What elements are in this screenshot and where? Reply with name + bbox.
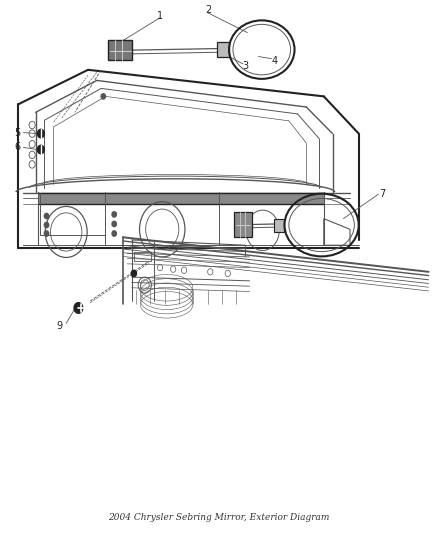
Circle shape	[44, 222, 49, 228]
Circle shape	[112, 221, 117, 227]
Text: 2: 2	[205, 5, 211, 15]
Circle shape	[37, 130, 44, 138]
Bar	[234, 212, 252, 237]
Bar	[38, 193, 324, 204]
Circle shape	[131, 270, 137, 277]
Text: 4: 4	[272, 56, 278, 66]
Circle shape	[101, 94, 106, 99]
Text: 6: 6	[14, 142, 21, 152]
Text: 7: 7	[380, 189, 386, 199]
Circle shape	[37, 146, 44, 154]
Circle shape	[112, 231, 117, 236]
Circle shape	[74, 303, 83, 313]
Text: 2004 Chrysler Sebring Mirror, Exterior Diagram: 2004 Chrysler Sebring Mirror, Exterior D…	[108, 513, 330, 522]
Circle shape	[112, 212, 117, 217]
Text: 9: 9	[57, 321, 63, 331]
Text: 5: 5	[14, 127, 21, 138]
Circle shape	[44, 231, 49, 236]
Bar	[108, 40, 132, 60]
Bar	[274, 219, 285, 232]
Circle shape	[44, 213, 49, 219]
Text: 1: 1	[157, 11, 163, 21]
Bar	[217, 42, 229, 56]
Text: 3: 3	[242, 61, 248, 71]
